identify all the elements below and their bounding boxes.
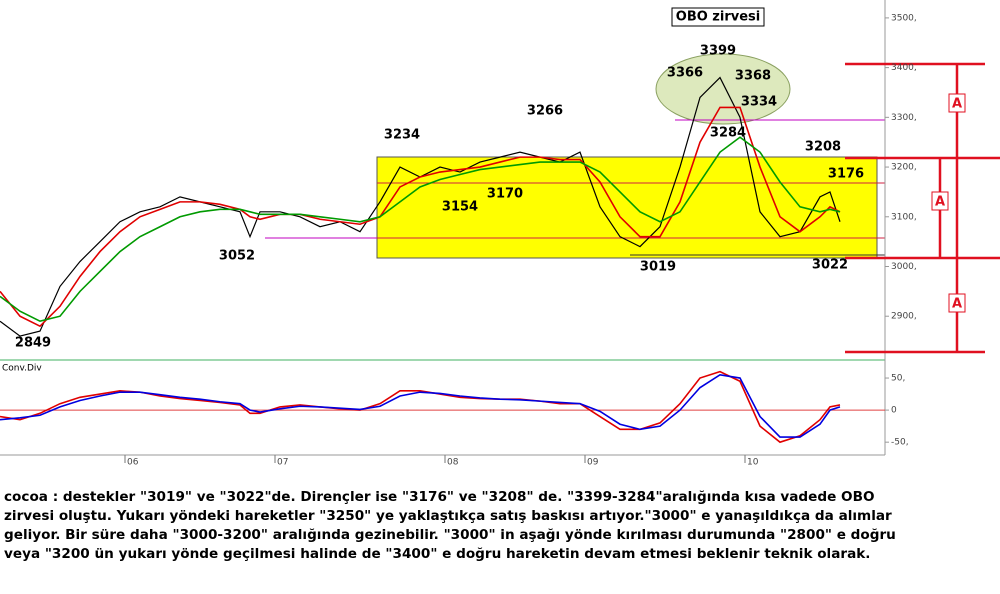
range-label: A <box>952 297 962 312</box>
price-annotation: 3399 <box>700 44 736 59</box>
price-annotation: 3266 <box>527 104 563 119</box>
price-annotation: 2849 <box>15 336 51 351</box>
price-annotation: 3368 <box>735 69 771 84</box>
chart-title: OBO zirvesi <box>676 10 760 25</box>
series-line <box>0 136 841 323</box>
caption-line: veya "3200 ün yukarı yönde geçilmesi hal… <box>4 546 871 562</box>
chart: OBO zirvesi Conv.Div 2900, 3000, 3100, 3200… <box>0 0 1000 468</box>
caption: cocoa : destekler "3019" ve "3022"de. Di… <box>4 488 994 564</box>
caption-line: geliyor. Bir süre daha "3000-3200" aralı… <box>4 527 896 543</box>
price-annotation: 3052 <box>219 249 255 264</box>
x-tick-label: 06 <box>127 458 139 468</box>
x-tick-label: 07 <box>277 458 288 468</box>
x-tick-label: 09 <box>587 458 599 468</box>
series-line <box>0 370 841 444</box>
price-annotation: 3176 <box>828 167 864 182</box>
y-tick-label: -50, <box>891 438 909 448</box>
panel-title: Conv.Div <box>2 364 42 374</box>
range-label-box <box>948 93 966 113</box>
top-zone <box>655 53 791 125</box>
price-annotation: 3019 <box>640 260 676 275</box>
price-annotation: 3022 <box>812 258 848 273</box>
y-tick-label: 3000, <box>891 262 917 272</box>
y-tick-label: 2900, <box>891 312 917 322</box>
y-tick-label: 3400, <box>891 63 917 73</box>
y-tick-label: 3300, <box>891 113 917 123</box>
price-annotation: 3234 <box>384 128 420 143</box>
x-tick-label: 10 <box>747 458 759 468</box>
range-label: A <box>952 97 962 112</box>
title-box <box>671 7 765 27</box>
y-tick-label: 3500, <box>891 13 917 23</box>
range-label-box <box>931 191 949 211</box>
y-tick-label: 50, <box>891 374 905 384</box>
y-tick-label: 3100, <box>891 212 917 222</box>
series-line <box>0 373 841 438</box>
caption-line: cocoa : destekler "3019" ve "3022"de. Di… <box>4 489 875 505</box>
price-annotation: 3334 <box>741 95 777 110</box>
price-annotation: 3208 <box>805 140 841 155</box>
x-tick-label: 08 <box>447 458 459 468</box>
range-label-box <box>948 293 966 313</box>
range-label: A <box>935 195 945 210</box>
price-annotation: 3170 <box>487 187 523 202</box>
price-annotation: 3366 <box>667 66 703 81</box>
y-tick-label: 3200, <box>891 163 917 173</box>
series-line <box>0 106 841 328</box>
y-tick-label: 0 <box>891 406 897 416</box>
price-annotation: 3154 <box>442 200 478 215</box>
caption-line: zirvesi oluştu. Yukarı yöndeki hareketle… <box>4 508 892 524</box>
price-annotation: 3284 <box>710 126 746 141</box>
